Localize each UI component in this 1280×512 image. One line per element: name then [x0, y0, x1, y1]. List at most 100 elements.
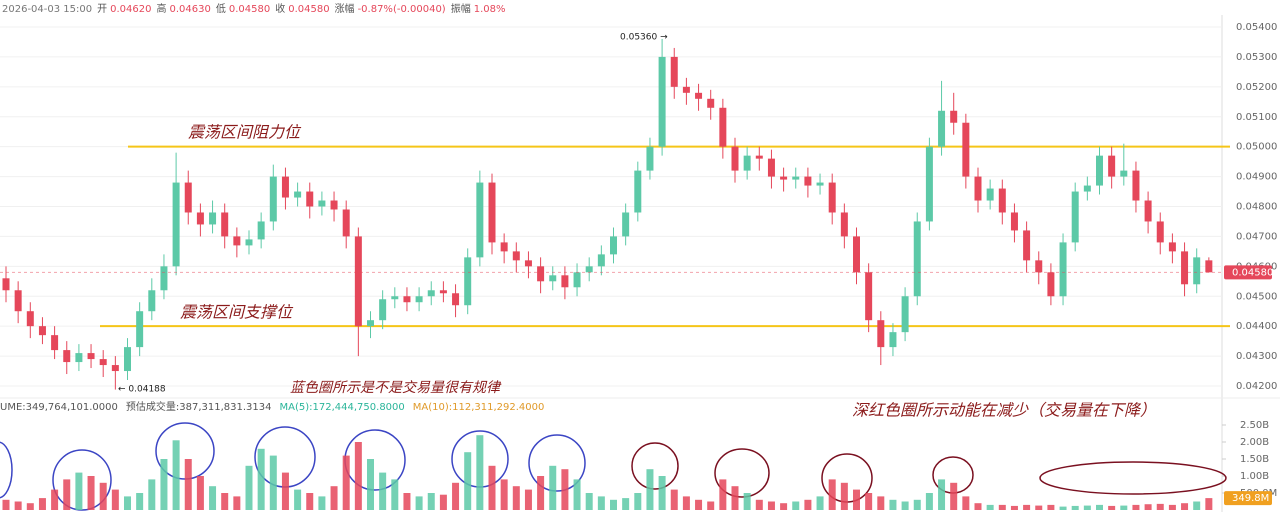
volume-bar	[962, 496, 970, 510]
candle-body	[184, 182, 192, 213]
header-value: 0.04630	[169, 4, 210, 15]
candle-body	[938, 110, 946, 147]
candle-body	[901, 296, 909, 333]
volume-bar	[391, 479, 399, 510]
volume-bar	[707, 501, 715, 510]
volume-bar	[1059, 506, 1067, 510]
candle-body	[719, 107, 727, 147]
volume-bar	[87, 476, 95, 510]
last-price-label: 0.04580	[1232, 267, 1273, 278]
volume-tick-label: 1.50B	[1240, 454, 1269, 465]
candle-body	[597, 254, 605, 267]
candle-body	[354, 236, 362, 327]
volume-tick-label: 1.00B	[1240, 471, 1269, 482]
volume-bar	[1181, 503, 1189, 510]
volume-bar	[367, 459, 374, 510]
volume-bar	[196, 476, 204, 510]
volume-bar	[731, 486, 739, 510]
volume-bar	[767, 501, 775, 510]
red-circle	[714, 448, 770, 498]
candle-body	[294, 191, 302, 198]
volume-bar	[719, 479, 727, 510]
header-label: 开	[97, 4, 107, 15]
candle-body	[925, 146, 933, 222]
volume-bar	[1096, 504, 1103, 510]
background-layer	[0, 15, 1280, 512]
candle-body	[464, 257, 472, 306]
volume-bar	[597, 496, 605, 510]
header-value: 0.04620	[110, 4, 151, 15]
candle-body	[682, 86, 690, 93]
y-tick-label: 0.04200	[1236, 381, 1277, 392]
volume-bar	[318, 496, 326, 510]
volume-bar	[500, 479, 508, 510]
candle-body	[75, 353, 83, 363]
volume-tick-label: 2.00B	[1240, 437, 1269, 448]
volume-bar	[148, 479, 156, 510]
volume-bar	[26, 503, 34, 510]
candle-body	[524, 260, 532, 267]
candle-body	[476, 182, 484, 258]
candle-body	[767, 158, 775, 177]
volume-bar	[585, 493, 593, 510]
y-tick-label: 0.05100	[1236, 112, 1277, 123]
candle-body	[1205, 260, 1213, 273]
candle-body	[853, 236, 860, 273]
red-ellipse	[1039, 461, 1227, 495]
candle-body	[136, 311, 144, 348]
candle-body	[585, 266, 593, 273]
candle-body	[658, 56, 666, 147]
volume-tick-label: 2.50B	[1240, 420, 1269, 431]
volume-bar	[998, 504, 1006, 510]
candle-body	[306, 191, 314, 207]
volume-bar	[1156, 503, 1164, 510]
volume-bar	[1023, 504, 1031, 510]
volume-bar	[913, 499, 921, 510]
header-label: 涨幅	[335, 2, 355, 15]
volume-bar	[925, 493, 933, 510]
volume-bar	[853, 489, 860, 510]
candle-body	[731, 146, 739, 171]
volume-bar	[427, 493, 435, 510]
volume-bar	[124, 496, 131, 510]
candle-body	[160, 266, 168, 291]
volume-bar	[233, 496, 241, 510]
volume-bar	[986, 504, 994, 510]
header-value: 1.08%	[474, 4, 506, 15]
candle-body	[257, 221, 265, 240]
header-label: 高	[156, 2, 166, 15]
low-label: ← 0.04188	[118, 385, 166, 395]
candle-body	[26, 311, 34, 327]
volume-bar	[38, 498, 46, 510]
candle-body	[1156, 221, 1164, 243]
volume-bar	[658, 476, 666, 510]
candle-body	[452, 293, 460, 306]
candle-body	[330, 200, 338, 210]
volume-bar	[670, 489, 678, 510]
candle-body	[1023, 230, 1031, 261]
candle-body	[877, 320, 885, 348]
candle-body	[1047, 272, 1055, 297]
resistance-label: 震荡区间阻力位	[188, 123, 302, 142]
candle-body	[913, 221, 921, 297]
red-circle	[631, 442, 679, 490]
volume-bar	[342, 455, 350, 510]
volume-bar	[549, 465, 557, 510]
y-tick-label: 0.05300	[1236, 52, 1277, 63]
volume-bar	[415, 496, 423, 510]
volume-bar	[938, 479, 946, 510]
candle-body	[646, 146, 654, 171]
candle-body	[439, 290, 447, 294]
volume-header: UME:349,764,101.0000 预估成交量:387,311,831.31…	[0, 400, 544, 413]
candle-body	[561, 275, 569, 288]
volume-bar	[622, 498, 630, 510]
volume-bar	[804, 499, 812, 510]
volume-bar	[111, 489, 119, 510]
candle-body	[986, 188, 994, 201]
volume-bar	[1108, 505, 1116, 510]
candle-body	[670, 56, 678, 87]
candle-body	[124, 347, 131, 372]
candle-body	[1035, 260, 1043, 273]
candle-body	[172, 182, 180, 267]
candle-body	[1083, 185, 1091, 192]
